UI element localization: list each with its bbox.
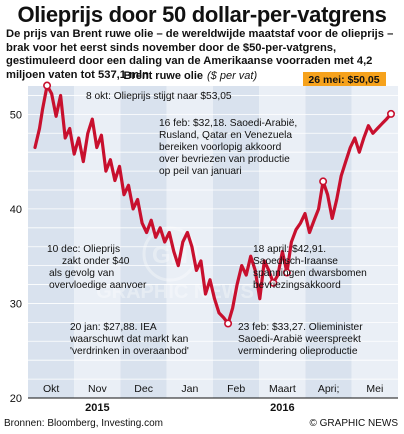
highlight-box — [303, 72, 386, 86]
gridlines — [28, 95, 398, 399]
annotation-line: 18 april: $42,91. — [253, 244, 326, 255]
event-marker — [43, 81, 52, 90]
annotation-text: 26 mei: $50,05 — [308, 74, 379, 86]
annotation-16-feb: 16 feb: $32,18. Saoedi-Arabië, Rusland, … — [159, 118, 297, 177]
chart-title: Brent ruwe olie — [124, 70, 203, 82]
x-tick-label: Feb — [227, 383, 245, 395]
price-line — [33, 83, 393, 326]
y-tick-label: 30 — [10, 298, 22, 310]
chart-unit-note: ($ per vat) — [207, 70, 257, 82]
y-tick-label: 50 — [10, 109, 22, 121]
annotation-26-mei: 26 mei: $50,05 — [303, 72, 386, 86]
month-bands — [28, 86, 398, 398]
x-axis-year-labels: 2015 2016 — [85, 402, 294, 414]
event-marker — [386, 109, 395, 118]
credit: © GRAPHIC NEWS — [309, 418, 399, 429]
year-label: 2016 — [270, 402, 294, 414]
month-band — [305, 86, 352, 398]
event-marker — [282, 268, 291, 277]
annotation-18-april: 18 april: $42,91. Saoedisch-Iraanse span… — [253, 244, 367, 291]
event-marker — [319, 177, 328, 186]
month-band — [120, 86, 167, 398]
annotation-line: 16 feb: $32,18. Saoedi-Arabië, — [159, 118, 297, 129]
annotation-line: 10 dec: Olieprijs — [47, 244, 120, 255]
annotation-line: 20 jan: $27,88. IEA — [70, 322, 157, 333]
annotation-line: Saoedi-Arabië weerspreekt — [238, 334, 361, 345]
annotation-line: waarschuwt dat markt kan — [69, 334, 188, 345]
month-band — [213, 86, 260, 398]
x-tick-label: Okt — [43, 383, 59, 395]
annotation-line: bevriezingsakkoord — [253, 280, 341, 291]
annotation-line: zakt onder $40 — [62, 256, 130, 267]
annotation-line: bereiken voorlopig akkoord — [159, 142, 282, 153]
annotation-8-okt: 8 okt: Olieprijs stijgt naar $53,05 — [86, 91, 232, 102]
subtitle: De prijs van Brent ruwe olie – de wereld… — [6, 28, 394, 81]
annotation-line: Rusland, Qatar en Venezuela — [159, 130, 292, 141]
x-tick-label: Apri; — [318, 383, 340, 395]
annotation-line: vermindering olieproductie — [238, 346, 358, 357]
event-markers — [43, 81, 395, 328]
month-band — [351, 86, 398, 398]
annotation-line: Saoedisch-Iraanse — [253, 256, 338, 267]
page-title: Olieprijs door 50 dollar-per-vatgrens — [17, 2, 387, 27]
y-axis-ticks: 20 30 40 50 — [10, 109, 22, 405]
month-band — [74, 86, 121, 398]
month-band — [259, 86, 306, 398]
annotation-text: 8 okt: Olieprijs stijgt naar $53,05 — [86, 91, 232, 102]
annotation-line: over bevriezen van productie — [159, 154, 290, 165]
annotation-10-dec: 10 dec: Olieprijs zakt onder $40 als gev… — [47, 244, 147, 291]
x-tick-label: Jan — [181, 383, 198, 395]
event-marker — [269, 278, 278, 287]
annotation-line: spanningen dwarsbomen — [253, 268, 367, 279]
event-marker — [224, 319, 233, 328]
annotation-line: als gevolg van — [49, 268, 114, 279]
annotation-line: overvloedige aanvoer — [49, 280, 147, 291]
x-tick-label: Dec — [134, 383, 153, 395]
annotation-line: 23 feb: $33,27. Olieminister — [238, 322, 363, 333]
y-tick-label: 40 — [10, 204, 22, 216]
y-tick-label: 20 — [10, 393, 22, 405]
annotation-23-feb: 23 feb: $33,27. Olieminister Saoedi-Arab… — [238, 322, 363, 357]
x-tick-label: Mei — [366, 383, 383, 395]
annotation-20-jan: 20 jan: $27,88. IEA waarschuwt dat markt… — [69, 322, 189, 357]
year-label: 2015 — [85, 402, 109, 414]
x-tick-label: Nov — [88, 383, 107, 395]
x-axis-month-labels: Okt Nov Dec Jan Feb Maart Apri; Mei — [43, 383, 383, 395]
x-tick-label: Maart — [269, 383, 296, 395]
annotation-line: 'verdrinken in overaanbod' — [70, 346, 189, 357]
sources-note: Bronnen: Bloomberg, Investing.com — [4, 418, 163, 429]
chart-header: Brent ruwe olie ($ per vat) — [124, 70, 258, 82]
annotation-line: op peil van januari — [159, 166, 242, 177]
